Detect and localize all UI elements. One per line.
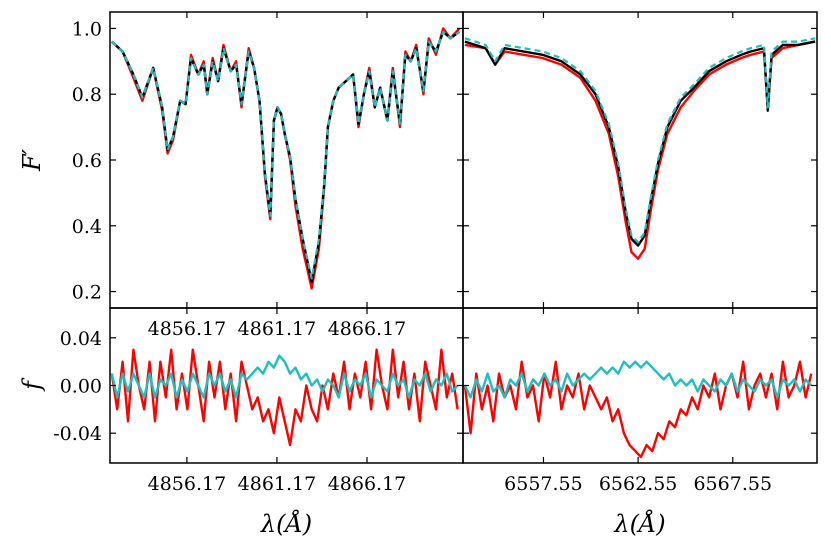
y-tick-label: 0.00 (60, 376, 102, 398)
x-tick-label: 4856.17 (148, 318, 227, 340)
y-tick-label: 0.8 (72, 84, 102, 106)
x-tick-label: 6557.55 (504, 473, 583, 495)
y-axis-label: f (18, 377, 46, 392)
panel-bottom-left: 4856.17 4861.17 4866.17 0.04 0.00 -0.04 f λ(Å) (18, 307, 464, 538)
y-tick-label: 0.4 (72, 216, 102, 238)
series-line-top-right-0 (464, 40, 816, 260)
x-tick-label: 4866.17 (328, 318, 407, 340)
series-line-bottom-right-1 (463, 360, 813, 399)
panel-top-left: 4856.17 4861.17 4866.17 0.2 0.4 0.6 0.8 1.0 F′ (18, 11, 464, 340)
x-tick-label: 4866.17 (328, 473, 407, 495)
series-line-bottom-left-1 (110, 354, 459, 399)
x-tick-label: 4856.17 (148, 473, 227, 495)
series-line-bottom-left-0 (110, 348, 459, 447)
panel-bottom-right: 6557.55 6562.55 6567.55 λ(Å) (462, 307, 818, 538)
panel-frame (109, 11, 464, 309)
y-tick-label: -0.04 (53, 423, 102, 445)
x-tick-label: 4861.17 (238, 318, 317, 340)
x-axis-label: λ(Å) (260, 509, 312, 538)
y-tick-label: 1.0 (72, 18, 102, 40)
series-line-top-left-0 (110, 27, 461, 290)
x-tick-label: 6562.55 (599, 473, 678, 495)
series-line-top-left-2 (111, 30, 461, 280)
panel-top-right (462, 11, 818, 309)
x-tick-label: 6567.55 (693, 473, 772, 495)
y-axis-label: F′ (18, 148, 46, 172)
x-tick-label: 4861.17 (238, 473, 317, 495)
y-tick-label: 0.04 (60, 328, 102, 350)
series-line-top-right-1 (464, 40, 816, 247)
y-tick-label: 0.2 (72, 282, 102, 304)
series-line-bottom-right-0 (463, 360, 813, 459)
y-tick-label: 0.6 (72, 150, 102, 172)
series-line-top-right-2 (464, 37, 816, 244)
x-axis-label: λ(Å) (613, 509, 665, 538)
series-line-top-left-1 (110, 30, 461, 283)
